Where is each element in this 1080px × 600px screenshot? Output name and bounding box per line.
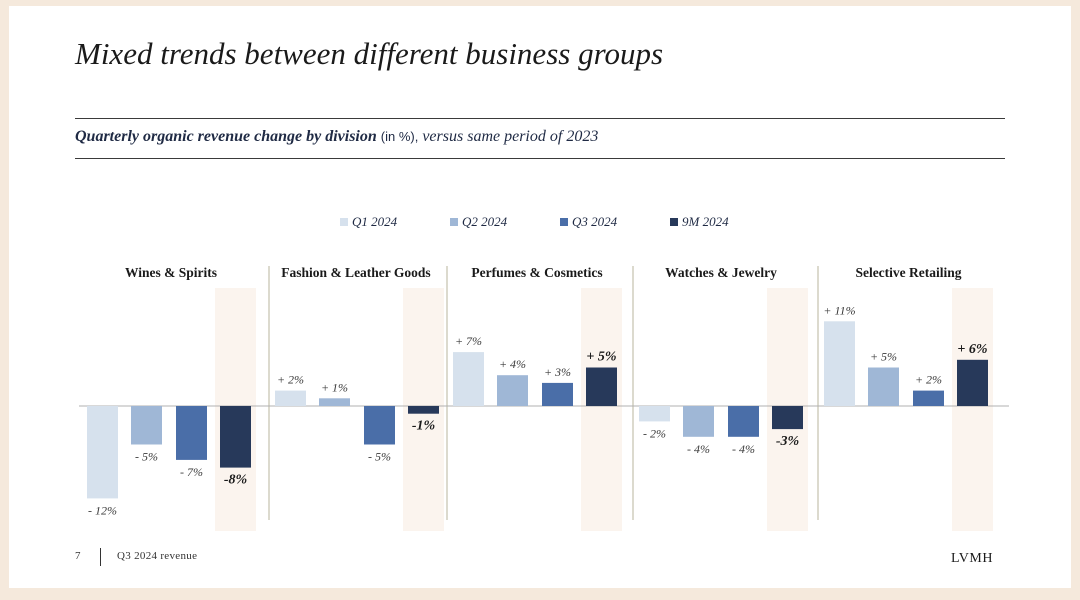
bar-q1-2024 (824, 321, 855, 406)
data-label: + 11% (823, 303, 855, 317)
subtitle-unit: (in %), (380, 129, 419, 144)
bar-9m-2024 (957, 359, 988, 406)
data-label: - 4% (687, 442, 710, 456)
bar-9m-2024 (586, 367, 617, 406)
bar-q2-2024 (497, 375, 528, 406)
chart-subtitle: Quarterly organic revenue change by divi… (75, 128, 598, 146)
category-label: Selective Retailing (855, 265, 961, 280)
data-label: + 7% (455, 334, 482, 348)
category-label: Fashion & Leather Goods (281, 265, 430, 280)
data-label: - 7% (180, 465, 203, 479)
data-label: -3% (776, 434, 799, 449)
category-label: Watches & Jewelry (665, 265, 777, 280)
subtitle-comparison: versus same period of 2023 (422, 128, 599, 145)
data-label: + 6% (957, 342, 987, 357)
slide-title: Mixed trends between different business … (75, 36, 664, 71)
data-label: - 5% (135, 450, 158, 464)
bar-q2-2024 (131, 406, 162, 445)
bar-q3-2024 (176, 406, 207, 460)
bar-q3-2024 (542, 382, 573, 406)
highlight-column-9m (581, 288, 622, 531)
legend-swatch-q1 (340, 218, 348, 226)
data-label: - 2% (643, 426, 666, 440)
data-label: -1% (412, 419, 435, 434)
bar-q1-2024 (639, 406, 670, 422)
subtitle-main: Quarterly organic revenue change by divi… (75, 128, 377, 145)
legend-item-9m: 9M 2024 (670, 214, 729, 230)
legend-swatch-q3 (560, 218, 568, 226)
data-label: + 5% (586, 350, 616, 365)
data-label: + 2% (915, 373, 942, 387)
data-label: + 3% (544, 365, 571, 379)
legend-item-q1: Q1 2024 (340, 214, 397, 230)
data-label: -8% (224, 473, 247, 488)
bar-q2-2024 (868, 367, 899, 406)
page-number: 7 (75, 550, 81, 562)
highlight-column-9m (952, 288, 993, 531)
bar-9m-2024 (772, 406, 803, 430)
legend-swatch-q2 (450, 218, 458, 226)
category-label: Wines & Spirits (125, 265, 217, 280)
title-divider (75, 118, 1005, 119)
subtitle-divider (75, 158, 1005, 159)
bar-9m-2024 (408, 406, 439, 414)
data-label: - 4% (732, 442, 755, 456)
legend-item-q2: Q2 2024 (450, 214, 507, 230)
legend-label-q3: Q3 2024 (572, 214, 618, 229)
data-label: + 4% (499, 357, 526, 371)
data-label: - 12% (88, 503, 117, 517)
bar-q2-2024 (319, 398, 350, 406)
bar-chart: Wines & Spirits Fashion & Leather Goods Pe… (79, 265, 1009, 531)
bar-q1-2024 (275, 390, 306, 406)
bar-q1-2024 (87, 406, 118, 499)
legend-label-q2: Q2 2024 (462, 214, 508, 229)
category-label: Perfumes & Cosmetics (471, 265, 602, 280)
data-label: - 5% (368, 450, 391, 464)
legend-label-q1: Q1 2024 (352, 214, 398, 229)
bar-q3-2024 (913, 390, 944, 406)
footer-label: Q3 2024 revenue (117, 550, 198, 562)
footer-separator (100, 548, 101, 566)
data-label: + 1% (321, 380, 348, 394)
slide: Mixed trends between different business … (9, 6, 1071, 588)
lvmh-logo: LVMH (951, 551, 993, 566)
legend-item-q3: Q3 2024 (560, 214, 617, 230)
bar-q2-2024 (683, 406, 714, 437)
bar-q1-2024 (453, 352, 484, 406)
data-label: + 5% (870, 350, 897, 364)
bar-q3-2024 (364, 406, 395, 445)
legend-label-9m: 9M 2024 (682, 214, 729, 229)
legend-swatch-9m (670, 218, 678, 226)
bar-9m-2024 (220, 406, 251, 468)
bar-q3-2024 (728, 406, 759, 437)
data-label: + 2% (277, 373, 304, 387)
